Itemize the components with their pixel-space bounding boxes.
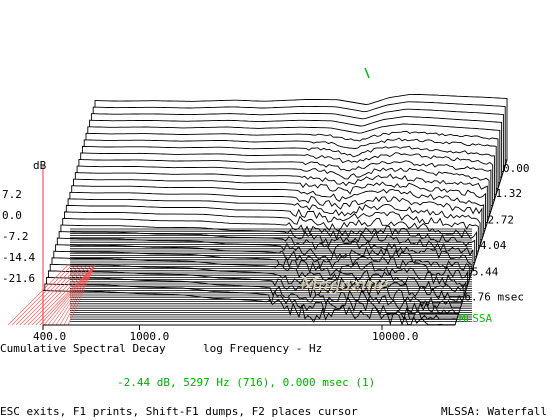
axes [42, 159, 508, 326]
tick-labels: 400.0 1000.0 10000.0 7.2 0.0 -7.2 -14.4 -21.6 0.… [2, 162, 530, 343]
mode-label: MLSSA: Waterfall [441, 405, 547, 418]
cursor-marker [364, 67, 370, 79]
cursor-readout: -2.44 dB, 5297 Hz (716), 0.000 msec (1) [117, 376, 376, 389]
y-axis-unit: dB [33, 159, 47, 172]
hatch-line [15, 264, 77, 326]
y-tick-label: -7.2 [2, 230, 29, 243]
hatch-line [51, 264, 96, 326]
hatch-line [39, 264, 96, 326]
hatch-line [67, 264, 96, 326]
x-tick-label: 10000.0 [372, 330, 418, 343]
hatch-line [31, 264, 93, 326]
hatch-line [47, 264, 96, 326]
y-tick-label: -14.4 [2, 251, 35, 264]
x-tick-label: 1000.0 [130, 330, 170, 343]
floor-hatching [7, 264, 96, 326]
hatch-line [59, 264, 96, 326]
hatch-line [19, 264, 81, 326]
cursor-mark [364, 67, 370, 79]
time-tick-label: 5.44 [472, 265, 499, 278]
x-axis-label: log Frequency - Hz [203, 342, 323, 355]
hatch-line [27, 264, 89, 326]
decay-slices [42, 93, 508, 326]
time-tick-label: 1.32 [495, 187, 522, 200]
help-line: ESC exits, F1 prints, Shift-F1 dumps, F2… [0, 405, 358, 418]
chart-title: Cumulative Spectral Decay [0, 342, 166, 355]
hatch-line [7, 264, 69, 326]
hatch-line [11, 264, 73, 326]
hatch-line [23, 264, 85, 326]
hatch-line [43, 264, 96, 326]
y-tick-label: -21.6 [2, 272, 35, 285]
hatch-line [63, 264, 96, 326]
time-tick-label: 2.72 [487, 214, 514, 227]
time-tick-label: 4.04 [480, 239, 507, 252]
time-axis-line [454, 159, 508, 326]
hatch-line [55, 264, 96, 326]
brand-label: MLSSA [459, 312, 493, 325]
y-tick-label: 0.0 [2, 209, 22, 222]
watermark: Magazine [299, 274, 389, 295]
time-tick-label: 6.76 msec [464, 290, 524, 303]
y-tick-label: 7.2 [2, 188, 22, 201]
time-tick-label: 0.00 [503, 162, 530, 175]
x-tick-label: 400.0 [33, 330, 66, 343]
hatch-line [35, 264, 96, 326]
